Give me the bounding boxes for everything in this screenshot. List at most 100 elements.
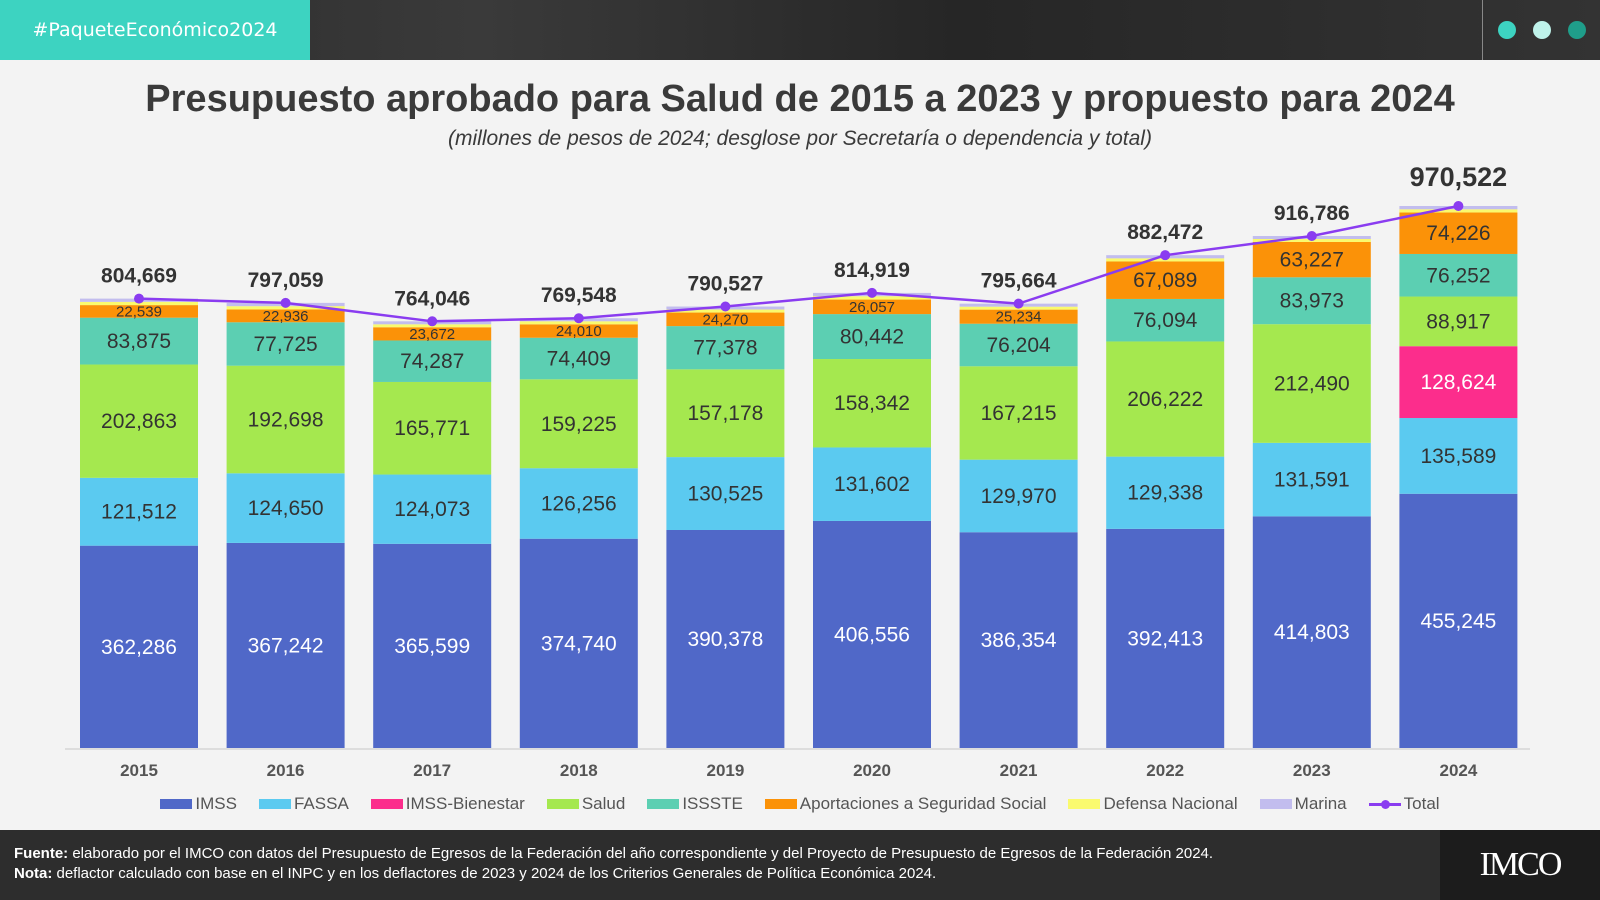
- legend-label: IMSS: [195, 794, 237, 813]
- legend-label: IMSS-Bienestar: [405, 794, 525, 813]
- segment-label: 124,073: [394, 498, 470, 521]
- segment-label: 212,490: [1274, 373, 1350, 396]
- total-point: [1306, 231, 1317, 242]
- total-point: [867, 287, 877, 298]
- legend-label: Aportaciones a Seguridad Social: [799, 794, 1047, 813]
- bar-segment-imss: [813, 520, 931, 748]
- legend-swatch: [370, 799, 403, 809]
- segment-label: 77,378: [693, 337, 757, 360]
- total-point: [573, 313, 584, 324]
- dot-2: [1532, 21, 1551, 39]
- legend-label: ISSSTE: [682, 794, 743, 813]
- legend-item: IMSS-Bienestar: [370, 794, 525, 814]
- segment-label: 76,252: [1426, 264, 1490, 287]
- footer: Fuente: elaborado por el IMCO con datos …: [0, 830, 1600, 900]
- legend-swatch: [160, 799, 193, 809]
- bar-segment-issste: [519, 337, 638, 380]
- dot-1: [1497, 21, 1516, 39]
- segment-label: 157,178: [687, 402, 763, 425]
- segment-label: 131,602: [834, 473, 910, 496]
- bar-segment-salud: [226, 365, 345, 474]
- x-tick-label: 2015: [120, 761, 158, 780]
- x-tick-label: 2023: [1293, 761, 1331, 780]
- legend-swatch: [764, 799, 797, 809]
- legend-item: Defensa Nacional: [1068, 794, 1238, 814]
- total-label: 882,472: [1127, 221, 1203, 244]
- bar-segment-fassa: [1106, 456, 1225, 529]
- bar-segment-fassa: [519, 468, 638, 539]
- bar-segment-imss: [959, 532, 1078, 748]
- bar-segment-salud: [813, 359, 931, 448]
- bar-segment-salud: [80, 364, 198, 478]
- bar-segment-salud: [1252, 324, 1371, 443]
- segment-label: 130,525: [687, 483, 763, 506]
- segment-label: 131,591: [1274, 469, 1350, 492]
- bar-segment-imss: [519, 538, 638, 748]
- segment-label: 63,227: [1280, 249, 1344, 272]
- bar-segment-imss: [373, 543, 492, 748]
- segment-label: 135,589: [1420, 445, 1496, 468]
- bar-segment-salud: [519, 379, 638, 469]
- bar-segment-issste: [373, 340, 492, 382]
- legend-item: Aportaciones a Seguridad Social: [764, 794, 1047, 814]
- segment-label: 88,917: [1426, 310, 1490, 333]
- chart-subtitle: (millones de pesos de 2024; desglose por…: [448, 127, 1152, 150]
- total-label: 764,046: [394, 287, 470, 310]
- bar-segment-aportaciones-a-seguridad-social: [373, 327, 492, 341]
- total-label: 797,059: [248, 269, 324, 292]
- bar-segment-fassa: [666, 457, 785, 530]
- segment-label: 121,512: [101, 501, 177, 524]
- bar-segment-issste: [666, 326, 785, 370]
- bar-segment-imss: [80, 545, 198, 748]
- bar-segment-fassa: [1252, 442, 1371, 517]
- chart-title: Presupuesto aprobado para Salud de 2015 …: [145, 78, 1455, 120]
- dot-3: [1567, 21, 1586, 39]
- total-point: [720, 301, 731, 312]
- note-label: Nota:: [14, 865, 53, 882]
- legend-swatch: [258, 799, 291, 809]
- legend-swatch: [647, 799, 680, 809]
- segment-label: 414,803: [1274, 621, 1350, 644]
- bar-segment-issste: [1252, 277, 1371, 325]
- segment-label: 74,287: [400, 350, 464, 373]
- segment-label: 367,242: [248, 634, 324, 657]
- segment-label: 23,672: [409, 326, 455, 343]
- legend-item: ISSSTE: [647, 794, 743, 814]
- bar-segment-imss: [1252, 516, 1371, 748]
- bar-segment-aportaciones-a-seguridad-social: [519, 324, 638, 338]
- bar-segment-issste: [80, 317, 198, 365]
- segment-label: 67,089: [1133, 269, 1197, 292]
- segment-label: 74,226: [1426, 222, 1490, 245]
- methodology-note: Nota: deflactor calculado con base en el…: [14, 864, 1586, 884]
- segment-label: 76,094: [1133, 309, 1198, 332]
- segment-label: 165,771: [394, 417, 470, 440]
- bar-segment-aportaciones-a-seguridad-social: [959, 309, 1078, 324]
- total-label: 804,669: [101, 265, 177, 288]
- segment-label: 158,342: [834, 392, 910, 415]
- x-tick-label: 2016: [267, 761, 305, 780]
- bar-segment-fassa: [1399, 418, 1518, 494]
- slide-dots: [1482, 0, 1600, 60]
- bar-segment-issste: [1106, 298, 1225, 342]
- bar-segment-aportaciones-a-seguridad-social: [1399, 212, 1518, 254]
- bar-segment-imss: [1399, 493, 1518, 748]
- bar-segment-imss-bienestar: [1399, 346, 1518, 419]
- segment-label: 202,863: [101, 410, 177, 433]
- legend-label: Total: [1403, 794, 1440, 813]
- bar-segment-aportaciones-a-seguridad-social: [226, 309, 345, 323]
- segment-label: 167,215: [981, 402, 1057, 425]
- bar-segment-aportaciones-a-seguridad-social: [80, 305, 198, 318]
- bar-segment-issste: [959, 323, 1078, 367]
- bar-segment-salud: [1399, 296, 1518, 347]
- bar-segment-aportaciones-a-seguridad-social: [1252, 241, 1371, 278]
- bar-segment-fassa: [80, 477, 198, 546]
- total-point: [1453, 201, 1464, 211]
- segment-label: 206,222: [1127, 388, 1203, 411]
- x-tick-label: 2017: [413, 761, 451, 780]
- x-tick-label: 2022: [1146, 761, 1184, 780]
- total-label: 916,786: [1274, 202, 1350, 225]
- total-line: [138, 204, 1459, 323]
- bar-segment-fassa: [373, 474, 492, 544]
- x-tick-label: 2019: [706, 761, 744, 780]
- segment-label: 455,245: [1420, 610, 1496, 633]
